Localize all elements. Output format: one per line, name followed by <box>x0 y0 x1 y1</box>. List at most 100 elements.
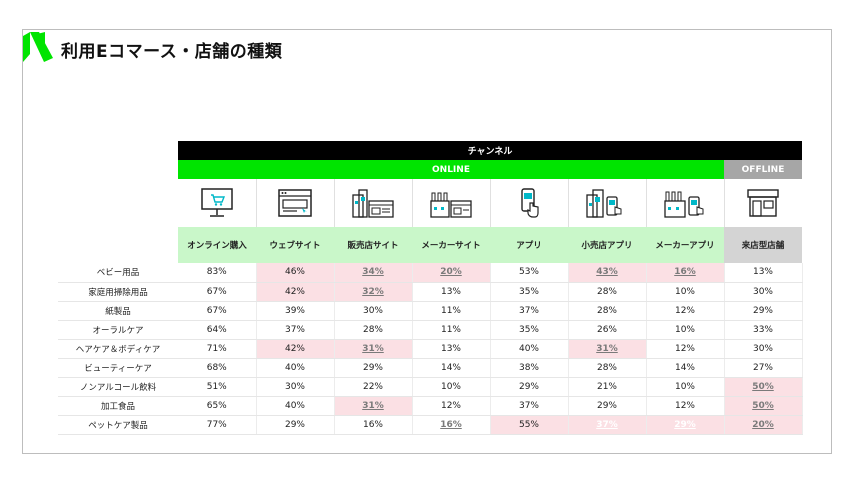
column-header: メーカーアプリ <box>646 227 724 263</box>
cell-value: 30% <box>362 305 383 316</box>
cell-value: 12% <box>440 400 461 411</box>
cell-value: 55% <box>518 419 539 430</box>
table-cell: 53% <box>490 263 569 283</box>
table-cell: 34% <box>334 263 413 283</box>
table-cell: 31% <box>568 339 647 359</box>
table-cell: 30% <box>256 377 335 397</box>
cell-value: 30% <box>752 286 773 297</box>
cell-value: 21% <box>596 381 617 392</box>
monitor-cart-icon <box>178 179 257 227</box>
cell-value: 67% <box>206 305 227 316</box>
table-cell: 33% <box>723 320 803 340</box>
cell-value: 33% <box>752 324 773 335</box>
cell-value: 20% <box>752 419 774 430</box>
cell-value: 42% <box>284 286 305 297</box>
table-cell: 37% <box>490 301 569 321</box>
table-cell: 40% <box>490 339 569 359</box>
cell-value: 20% <box>440 267 462 278</box>
table-cell: 83% <box>178 263 257 283</box>
brand-logo-icon <box>23 32 53 62</box>
table-cell: 22% <box>334 377 413 397</box>
storefront-icon <box>724 179 802 227</box>
row-label: ペットケア製品 <box>58 415 178 435</box>
corner-blank <box>58 160 178 179</box>
column-header: ウェブサイト <box>256 227 334 263</box>
table-cell: 40% <box>256 358 335 378</box>
table-cell: 50% <box>723 377 803 397</box>
cell-value: 12% <box>674 305 695 316</box>
cell-value: 71% <box>206 343 227 354</box>
table-cell: 35% <box>490 320 569 340</box>
factory-app-icon <box>646 179 725 227</box>
channel-table: チャンネル ONLINE OFFLINE <box>58 141 803 435</box>
corner-blank <box>58 179 178 227</box>
cell-value: 12% <box>674 343 695 354</box>
cell-value: 43% <box>596 267 618 278</box>
table-cell: 71% <box>178 339 257 359</box>
cell-value: 28% <box>596 305 617 316</box>
corner-blank <box>58 227 178 263</box>
column-header: アプリ <box>490 227 568 263</box>
cell-value: 46% <box>284 267 305 278</box>
table-cell: 40% <box>256 396 335 416</box>
row-label: ヘアケア＆ボディケア <box>58 339 178 359</box>
table-cell: 31% <box>334 396 413 416</box>
cell-value: 37% <box>284 324 305 335</box>
table-cell: 30% <box>723 339 803 359</box>
cell-value: 39% <box>284 305 305 316</box>
table-cell: 28% <box>568 282 647 302</box>
cell-value: 50% <box>752 400 774 411</box>
table-cell: 28% <box>568 358 647 378</box>
cell-value: 10% <box>674 324 695 335</box>
table-row: オーラルケア 64% 37% 28% 11% 35% 26% 10% 33% <box>58 320 803 340</box>
table-cell: 37% <box>490 396 569 416</box>
table-cell: 29% <box>334 358 413 378</box>
online-header: ONLINE <box>178 160 724 179</box>
cell-value: 40% <box>284 362 305 373</box>
table-cell: 21% <box>568 377 647 397</box>
cell-value: 16% <box>362 419 383 430</box>
cell-value: 29% <box>596 400 617 411</box>
table-cell: 30% <box>334 301 413 321</box>
cell-value: 37% <box>518 400 539 411</box>
cell-value: 40% <box>518 343 539 354</box>
corner-blank <box>58 141 178 160</box>
cell-value: 28% <box>362 324 383 335</box>
column-header: 来店型店舗 <box>724 227 802 263</box>
table-cell: 38% <box>490 358 569 378</box>
column-header: 販売店サイト <box>334 227 412 263</box>
cell-value: 31% <box>362 343 384 354</box>
table-row: 紙製品 67% 39% 30% 11% 37% 28% 12% 29% <box>58 301 803 321</box>
row-label: 加工食品 <box>58 396 178 416</box>
cell-value: 40% <box>284 400 305 411</box>
row-label: オーラルケア <box>58 320 178 340</box>
cell-value: 10% <box>674 381 695 392</box>
table-cell: 27% <box>723 358 803 378</box>
cell-value: 10% <box>440 381 461 392</box>
cell-value: 28% <box>596 362 617 373</box>
cell-value: 67% <box>206 286 227 297</box>
offline-header: OFFLINE <box>724 160 802 179</box>
table-cell: 16% <box>334 415 413 435</box>
table-cell: 11% <box>412 301 491 321</box>
cell-value: 53% <box>518 267 539 278</box>
store-building-web-icon <box>334 179 413 227</box>
cell-value: 13% <box>440 286 461 297</box>
cell-value: 31% <box>362 400 384 411</box>
column-header: メーカーサイト <box>412 227 490 263</box>
table-row: ノンアルコール飲料 51% 30% 22% 10% 29% 21% 10% 50% <box>58 377 803 397</box>
table-cell: 14% <box>646 358 725 378</box>
table-row: 家庭用掃除用品 67% 42% 32% 13% 35% 28% 10% 30% <box>58 282 803 302</box>
table-cell: 26% <box>568 320 647 340</box>
table-cell: 30% <box>723 282 803 302</box>
smartphone-tap-icon <box>490 179 569 227</box>
table-cell: 10% <box>646 282 725 302</box>
table-cell: 55% <box>490 415 569 435</box>
cell-value: 34% <box>362 267 384 278</box>
table-cell: 35% <box>490 282 569 302</box>
cell-value: 12% <box>674 400 695 411</box>
table-cell: 31% <box>334 339 413 359</box>
cell-value: 38% <box>518 362 539 373</box>
cell-value: 16% <box>674 267 696 278</box>
table-row: 加工食品 65% 40% 31% 12% 37% 29% 12% 50% <box>58 396 803 416</box>
